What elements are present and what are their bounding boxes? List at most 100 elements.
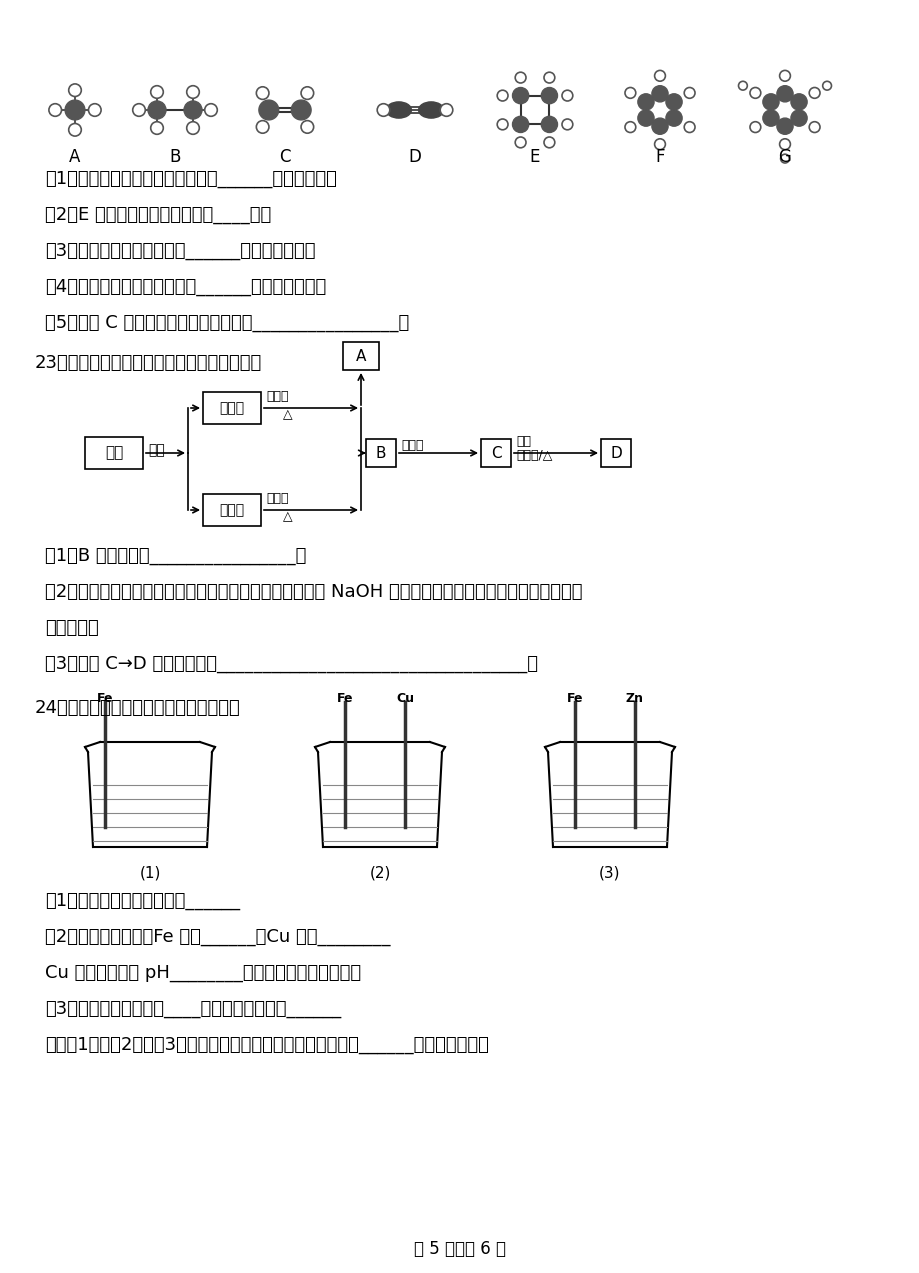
Circle shape: [148, 101, 165, 118]
Bar: [343, 342, 379, 370]
Text: 23．甘蔗是我们生活中较为常见的经济作物。: 23．甘蔗是我们生活中较为常见的经济作物。: [35, 354, 262, 372]
Circle shape: [184, 101, 202, 118]
Text: D: D: [408, 148, 421, 165]
Circle shape: [301, 121, 313, 134]
Text: Cu: Cu: [395, 693, 414, 705]
Circle shape: [439, 103, 452, 116]
Text: A: A: [69, 148, 81, 165]
Circle shape: [301, 87, 313, 99]
Circle shape: [49, 103, 62, 116]
Circle shape: [512, 88, 528, 103]
Circle shape: [377, 103, 390, 116]
Circle shape: [496, 90, 507, 101]
Circle shape: [512, 116, 528, 132]
Circle shape: [187, 85, 199, 98]
Circle shape: [515, 73, 526, 83]
Circle shape: [665, 94, 681, 109]
Text: △: △: [283, 409, 292, 421]
Text: （1）B 的分子式是________________。: （1）B 的分子式是________________。: [45, 547, 306, 565]
Circle shape: [65, 101, 85, 120]
Text: 浓硫酸/△: 浓硫酸/△: [516, 449, 551, 462]
Circle shape: [540, 88, 557, 103]
Circle shape: [69, 84, 81, 97]
Text: 甘蔗汁: 甘蔗汁: [220, 401, 244, 415]
Circle shape: [749, 88, 760, 98]
Text: B: B: [375, 446, 386, 461]
Text: 浓硫酸: 浓硫酸: [266, 491, 289, 505]
Circle shape: [258, 101, 278, 120]
Text: 乙酸: 乙酸: [516, 435, 530, 448]
Text: 24．如下图所示，烧杯中都盛有稀硫酸。: 24．如下图所示，烧杯中都盛有稀硫酸。: [35, 699, 241, 717]
Circle shape: [665, 109, 681, 126]
Circle shape: [738, 81, 746, 90]
Text: （5）写出 C 的加聚反应的化学方程式：________________。: （5）写出 C 的加聚反应的化学方程式：________________。: [45, 314, 409, 332]
Circle shape: [762, 109, 778, 126]
Text: 稀硫酸: 稀硫酸: [266, 390, 289, 404]
Circle shape: [543, 73, 554, 83]
Ellipse shape: [418, 102, 443, 118]
Circle shape: [822, 81, 831, 90]
Circle shape: [778, 70, 789, 81]
Text: B: B: [169, 148, 180, 165]
Circle shape: [790, 109, 806, 126]
Circle shape: [540, 116, 557, 132]
Circle shape: [776, 118, 792, 134]
Text: 第 5 页，共 6 页: 第 5 页，共 6 页: [414, 1240, 505, 1258]
Circle shape: [88, 103, 101, 116]
Text: （2）向试管中加入甘蔗渣经浓硫酸水解后的混合液，先加 NaOH 溶液，再加新制氢氧化铜，加热，可看到: （2）向试管中加入甘蔗渣经浓硫酸水解后的混合液，先加 NaOH 溶液，再加新制氢…: [45, 583, 582, 601]
Circle shape: [637, 109, 653, 126]
Circle shape: [562, 118, 573, 130]
Circle shape: [291, 101, 311, 120]
Ellipse shape: [386, 102, 411, 118]
Text: (2): (2): [369, 864, 391, 880]
Circle shape: [151, 85, 164, 98]
Circle shape: [515, 137, 526, 148]
Circle shape: [624, 88, 635, 98]
Text: (3): (3): [598, 864, 620, 880]
Text: （2）E 的一氯取代物同分异构有____种。: （2）E 的一氯取代物同分异构有____种。: [45, 206, 271, 224]
Circle shape: [496, 118, 507, 130]
Circle shape: [624, 122, 635, 132]
Circle shape: [256, 121, 268, 134]
Circle shape: [187, 122, 199, 134]
Circle shape: [256, 87, 268, 99]
Circle shape: [69, 123, 81, 136]
Text: 甘蔗渣: 甘蔗渣: [220, 503, 244, 517]
Text: （3）一卤代物种类最多的是______（填写字母）。: （3）一卤代物种类最多的是______（填写字母）。: [45, 242, 315, 260]
Text: D: D: [609, 446, 621, 461]
Text: （1）中反应的离子方程式为______: （1）中反应的离子方程式为______: [45, 892, 240, 910]
Text: F: F: [654, 148, 664, 165]
Circle shape: [543, 137, 554, 148]
Text: 甘蔗: 甘蔗: [105, 446, 123, 461]
Circle shape: [204, 103, 217, 116]
Bar: [366, 439, 395, 467]
Circle shape: [790, 94, 806, 109]
Circle shape: [637, 94, 653, 109]
Text: （3）写出 C→D 的化学方程式__________________________________。: （3）写出 C→D 的化学方程式________________________…: [45, 656, 538, 673]
Circle shape: [654, 70, 664, 81]
Text: △: △: [283, 510, 292, 523]
Text: Fe: Fe: [566, 693, 583, 705]
Bar: [600, 439, 630, 467]
Text: （现象）。: （现象）。: [45, 619, 98, 636]
Circle shape: [684, 88, 694, 98]
Text: Cu 极附近溶液的 pH________（填增大、减小或不变）: Cu 极附近溶液的 pH________（填增大、减小或不变）: [45, 964, 361, 981]
Text: Zn: Zn: [625, 693, 643, 705]
Text: （3）中作负极的金属是____，其电极反应式为______: （3）中作负极的金属是____，其电极反应式为______: [45, 1001, 341, 1018]
Circle shape: [778, 139, 789, 150]
Circle shape: [652, 85, 667, 102]
Circle shape: [809, 122, 819, 132]
Circle shape: [151, 122, 164, 134]
Circle shape: [654, 139, 664, 150]
Text: 比较（1）、（2）、（3）中纯铁被腐蚀的速率由快到慢的顺序______（用序号回答）: 比较（1）、（2）、（3）中纯铁被腐蚀的速率由快到慢的顺序______（用序号回…: [45, 1036, 488, 1054]
Text: C: C: [490, 446, 501, 461]
Text: （4）能够发生加成反应的烃有______（填写字母）。: （4）能够发生加成反应的烃有______（填写字母）。: [45, 278, 326, 297]
Circle shape: [779, 154, 789, 163]
Circle shape: [562, 90, 573, 101]
Text: C: C: [279, 148, 290, 165]
Bar: [203, 494, 261, 526]
Circle shape: [809, 88, 819, 98]
Text: （1）常温下含碳量最高的气态烃是______（填字母）。: （1）常温下含碳量最高的气态烃是______（填字母）。: [45, 171, 336, 188]
Text: （2）中的电极反应：Fe 极：______、Cu 极：________: （2）中的电极反应：Fe 极：______、Cu 极：________: [45, 928, 390, 946]
Circle shape: [132, 103, 145, 116]
